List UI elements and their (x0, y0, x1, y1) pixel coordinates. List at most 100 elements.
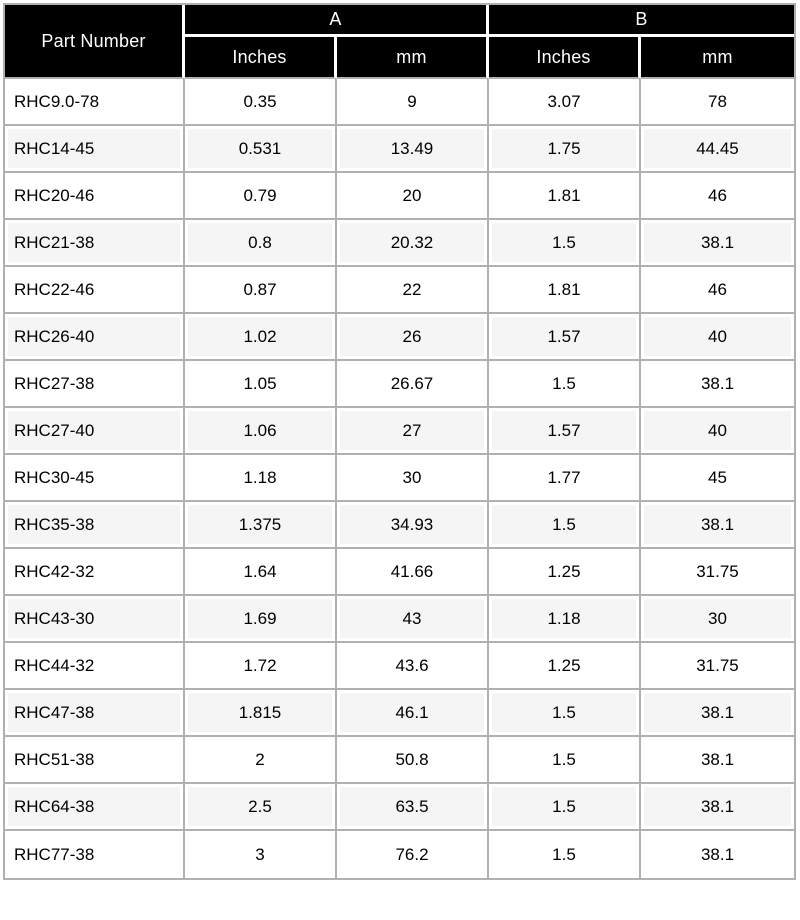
dimension-cell: 1.81 (489, 173, 641, 220)
table-body: RHC9.0-78 0.35 9 3.07 78 RHC14-45 0.531 13.49 1.… (5, 79, 794, 878)
dimension-cell: 0.8 (185, 220, 337, 267)
dimension-cell: 0.79 (185, 173, 337, 220)
dimension-cell: 38.1 (641, 737, 794, 784)
part-number-cell: RHC26-40 (5, 314, 185, 361)
table-row: RHC44-32 1.72 43.6 1.25 31.75 (5, 643, 794, 690)
dimension-cell: 46 (641, 173, 794, 220)
dimension-cell: 1.02 (185, 314, 337, 361)
dimension-cell: 2.5 (185, 784, 337, 831)
dimension-cell: 3 (185, 831, 337, 878)
dimension-cell: 0.531 (185, 126, 337, 173)
dimension-cell: 1.75 (489, 126, 641, 173)
dimension-cell: 50.8 (337, 737, 489, 784)
dimension-cell: 1.05 (185, 361, 337, 408)
header-group-a: A (185, 5, 489, 37)
part-number-cell: RHC20-46 (5, 173, 185, 220)
table-row: RHC35-38 1.375 34.93 1.5 38.1 (5, 502, 794, 549)
dimension-cell: 38.1 (641, 690, 794, 737)
dimension-cell: 38.1 (641, 784, 794, 831)
dimension-cell: 3.07 (489, 79, 641, 126)
dimension-cell: 1.5 (489, 502, 641, 549)
dimension-cell: 26 (337, 314, 489, 361)
header-b-inches: Inches (489, 37, 641, 79)
dimension-cell: 34.93 (337, 502, 489, 549)
dimension-cell: 40 (641, 408, 794, 455)
dimension-cell: 1.18 (185, 455, 337, 502)
header-group-row: Part Number A B (5, 5, 794, 79)
part-number-cell: RHC44-32 (5, 643, 185, 690)
dimension-cell: 44.45 (641, 126, 794, 173)
header-part-number: Part Number (5, 5, 185, 79)
dimension-cell: 76.2 (337, 831, 489, 878)
dimension-cell: 1.25 (489, 549, 641, 596)
dimension-cell: 0.87 (185, 267, 337, 314)
dimension-cell: 38.1 (641, 220, 794, 267)
dimension-cell: 63.5 (337, 784, 489, 831)
dimension-cell: 1.815 (185, 690, 337, 737)
part-number-cell: RHC51-38 (5, 737, 185, 784)
dimension-cell: 1.5 (489, 784, 641, 831)
dimension-cell: 1.5 (489, 690, 641, 737)
header-a-inches: Inches (185, 37, 337, 79)
dimension-cell: 41.66 (337, 549, 489, 596)
dimension-cell: 26.67 (337, 361, 489, 408)
dimension-cell: 43 (337, 596, 489, 643)
table-row: RHC20-46 0.79 20 1.81 46 (5, 173, 794, 220)
dimension-cell: 78 (641, 79, 794, 126)
table-row: RHC30-45 1.18 30 1.77 45 (5, 455, 794, 502)
dimension-cell: 20.32 (337, 220, 489, 267)
dimension-cell: 1.5 (489, 220, 641, 267)
part-number-cell: RHC22-46 (5, 267, 185, 314)
dimension-cell: 1.25 (489, 643, 641, 690)
dimension-cell: 1.06 (185, 408, 337, 455)
dimension-cell: 1.18 (489, 596, 641, 643)
table-row: RHC64-38 2.5 63.5 1.5 38.1 (5, 784, 794, 831)
dimension-cell: 13.49 (337, 126, 489, 173)
dimension-cell: 38.1 (641, 361, 794, 408)
dimension-cell: 1.64 (185, 549, 337, 596)
part-number-cell: RHC77-38 (5, 831, 185, 878)
dimension-cell: 1.5 (489, 737, 641, 784)
dimension-cell: 31.75 (641, 643, 794, 690)
header-b-mm: mm (641, 37, 794, 79)
dimension-cell: 43.6 (337, 643, 489, 690)
spec-table-container: Part Number A B Inches mm Inches mm RHC9… (3, 3, 796, 880)
table-row: RHC26-40 1.02 26 1.57 40 (5, 314, 794, 361)
header-group-b: B (489, 5, 794, 37)
part-dimensions-table: Part Number A B Inches mm Inches mm RHC9… (3, 3, 796, 880)
dimension-cell: 38.1 (641, 502, 794, 549)
part-number-cell: RHC35-38 (5, 502, 185, 549)
dimension-cell: 20 (337, 173, 489, 220)
dimension-cell: 40 (641, 314, 794, 361)
dimension-cell: 38.1 (641, 831, 794, 878)
table-row: RHC42-32 1.64 41.66 1.25 31.75 (5, 549, 794, 596)
part-number-cell: RHC27-38 (5, 361, 185, 408)
table-row: RHC27-40 1.06 27 1.57 40 (5, 408, 794, 455)
part-number-cell: RHC47-38 (5, 690, 185, 737)
dimension-cell: 1.57 (489, 408, 641, 455)
table-row: RHC47-38 1.815 46.1 1.5 38.1 (5, 690, 794, 737)
table-row: RHC43-30 1.69 43 1.18 30 (5, 596, 794, 643)
dimension-cell: 1.375 (185, 502, 337, 549)
dimension-cell: 45 (641, 455, 794, 502)
table-header: Part Number A B Inches mm Inches mm (5, 5, 794, 79)
dimension-cell: 31.75 (641, 549, 794, 596)
part-number-cell: RHC14-45 (5, 126, 185, 173)
table-row: RHC14-45 0.531 13.49 1.75 44.45 (5, 126, 794, 173)
dimension-cell: 9 (337, 79, 489, 126)
table-row: RHC21-38 0.8 20.32 1.5 38.1 (5, 220, 794, 267)
dimension-cell: 22 (337, 267, 489, 314)
dimension-cell: 1.5 (489, 831, 641, 878)
part-number-cell: RHC42-32 (5, 549, 185, 596)
dimension-cell: 30 (337, 455, 489, 502)
part-number-cell: RHC9.0-78 (5, 79, 185, 126)
dimension-cell: 1.72 (185, 643, 337, 690)
table-row: RHC51-38 2 50.8 1.5 38.1 (5, 737, 794, 784)
dimension-cell: 1.81 (489, 267, 641, 314)
dimension-cell: 1.77 (489, 455, 641, 502)
dimension-cell: 1.57 (489, 314, 641, 361)
dimension-cell: 0.35 (185, 79, 337, 126)
part-number-cell: RHC43-30 (5, 596, 185, 643)
table-row: RHC77-38 3 76.2 1.5 38.1 (5, 831, 794, 878)
